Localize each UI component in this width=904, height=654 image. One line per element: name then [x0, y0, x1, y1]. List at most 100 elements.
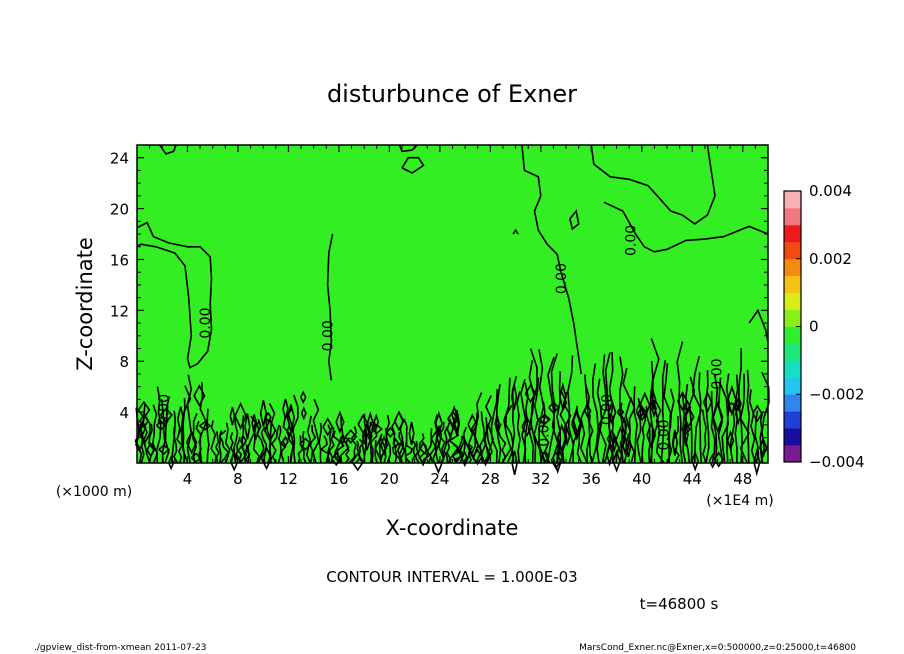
contour-line-right-lower: [603, 201, 769, 253]
contour-fringe-loop: [351, 452, 365, 472]
contour-fringe-loop: [396, 441, 406, 461]
colorbar-tick-label: 0.004: [809, 182, 852, 200]
contour-fringe-line: [319, 435, 330, 464]
contour-fringe-line: [308, 424, 317, 464]
contour-fringe-loop: [373, 413, 380, 431]
colorbar-segment: [784, 309, 801, 327]
contour-fringe-loop: [199, 421, 212, 431]
contour-fringe-loop: [584, 403, 592, 419]
chart-title: disturbunce of Exner: [327, 80, 577, 108]
x-tick-label: 40: [632, 470, 651, 488]
contour-fringe-loop: [649, 388, 657, 412]
contour-fringe-loop: [548, 401, 560, 415]
x-tick-label: 28: [481, 470, 500, 488]
footer-left-text: ./gpview_dist-from-xmean 2011-07-23: [34, 643, 207, 653]
time-text: t=46800 s: [640, 595, 719, 613]
contour-fringe-line: [533, 377, 543, 464]
contour-fringe-loop: [344, 429, 358, 445]
contour-fringe-line: [143, 403, 151, 464]
contour-fringe-loop: [386, 426, 395, 439]
contour-fringe-line: [404, 441, 414, 464]
contour-fringe-line: [691, 356, 702, 464]
contour-line-left: [136, 221, 213, 369]
contour-fringe-line: [527, 360, 535, 464]
contour-line-center-right: [521, 144, 582, 375]
x-axis-label: X-coordinate: [386, 516, 519, 540]
colorbar-segment: [784, 191, 801, 209]
contour-fringe-loop: [726, 384, 737, 417]
contour-fringe-loop: [467, 413, 478, 436]
x-tick-label: 8: [233, 470, 243, 488]
contour-fringe-line: [206, 408, 210, 464]
contour-fringe-line: [186, 374, 193, 464]
contour-fringe-line: [524, 382, 529, 464]
contour-fringe-line: [660, 359, 667, 464]
contour-fringe-loop: [726, 430, 735, 452]
contour-fringe-line: [462, 426, 468, 464]
x-tick-label: 20: [380, 470, 399, 488]
contour-fringe-loop: [260, 446, 273, 471]
contour-fringe-line: [641, 411, 647, 464]
contour-fringe-line: [725, 373, 730, 464]
contour-fringe-loop: [681, 423, 691, 436]
y-tick-label: 4: [119, 404, 129, 422]
contour-fringe-line: [633, 386, 638, 464]
contour-fringe-line: [572, 418, 579, 464]
contour-fringe-loop: [606, 440, 614, 468]
contour-fringe-loop: [559, 382, 567, 412]
contour-fringe-line: [411, 440, 417, 464]
contour-fringe-loop: [193, 384, 206, 407]
contour-fringe-loop: [335, 410, 345, 434]
colorbar-segment: [784, 411, 801, 429]
contour-fringe-line: [467, 443, 474, 464]
contour-label: 0.00: [554, 263, 570, 294]
contour-fringe-line: [218, 429, 230, 464]
contour-fringe-loop: [625, 433, 632, 458]
contour-fringe-loop: [451, 448, 463, 463]
contour-label: 0.00: [198, 308, 214, 339]
contour-fringe-loop: [511, 384, 518, 410]
colorbar-tick-label: −0.004: [809, 453, 865, 471]
contour-fringe-line: [270, 424, 281, 464]
contour-fringe-line: [705, 370, 710, 464]
contour-fringe-line: [233, 417, 239, 464]
contour-line-upper-right: [590, 144, 716, 225]
contour-fringe-line: [369, 421, 378, 464]
contour-fringe-line: [422, 442, 430, 464]
contour-fringe-loop: [417, 440, 430, 467]
contour-fringe-line: [155, 386, 162, 464]
contour-fringe-loop: [263, 418, 277, 443]
contour-fringe-loop: [374, 435, 387, 462]
contour-fringe-loop: [691, 450, 699, 472]
contour-fringe-loop: [139, 413, 150, 429]
contour-fringe-loop: [264, 411, 272, 423]
contour-fringe-line: [358, 438, 365, 464]
contour-fringe-line: [172, 426, 179, 464]
contour-fringe-line: [417, 433, 426, 464]
contour-fringe-loop: [239, 434, 247, 447]
contour-fringe-line: [588, 414, 594, 464]
contour-fringe-line: [495, 384, 502, 464]
x-tick-label: 24: [430, 470, 449, 488]
y-tick-label: 16: [110, 251, 129, 269]
contour-fringe-line: [344, 437, 351, 464]
contour-fringe-line: [497, 423, 507, 464]
contour-fringe-loop: [635, 400, 645, 422]
contour-fringe-loop: [158, 444, 171, 455]
contour-fringe-loop: [540, 449, 550, 464]
contour-fringe-loop: [651, 398, 657, 419]
contour-fringe-loop: [447, 410, 459, 428]
y-tick-label: 20: [110, 201, 129, 219]
contour-fringe-loop: [712, 400, 724, 434]
contour-label: 0.00: [656, 419, 672, 450]
x-tick-label: 32: [531, 470, 550, 488]
contour-fringe-line: [318, 422, 323, 464]
contour-fringe-loop: [646, 421, 657, 450]
colorbar-segment: [784, 360, 801, 378]
contour-fringe-loop: [735, 395, 742, 412]
y-tick-label: 24: [110, 150, 129, 168]
contour-fringe-line: [654, 399, 665, 464]
contour-fringe-loop: [435, 425, 443, 446]
contour-fringe-line: [391, 432, 403, 464]
